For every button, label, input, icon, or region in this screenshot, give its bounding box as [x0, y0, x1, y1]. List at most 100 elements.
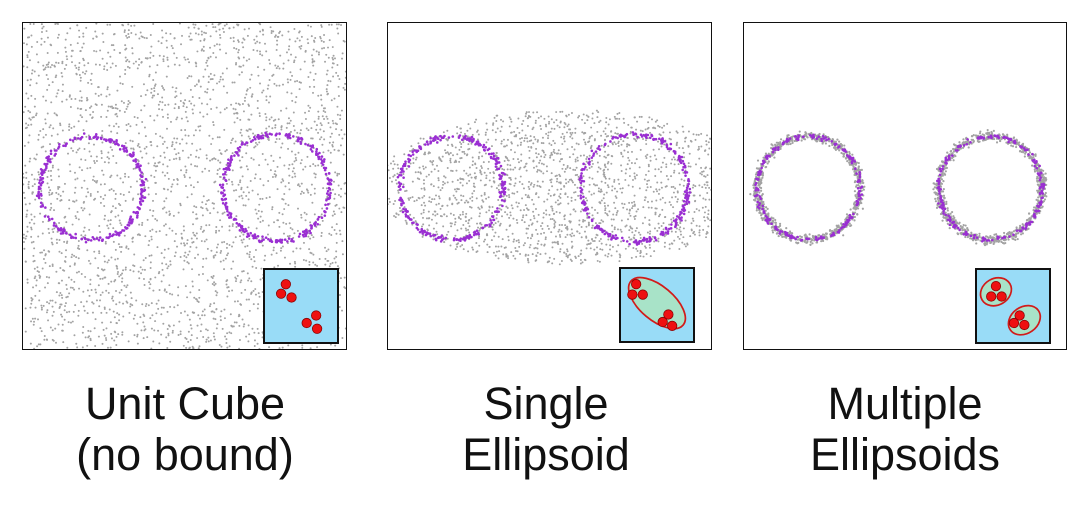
prior-sample-point [658, 188, 661, 191]
prior-sample-point [525, 112, 528, 115]
prior-sample-point [200, 33, 203, 36]
prior-sample-point [42, 25, 45, 28]
prior-sample-point [528, 180, 531, 183]
prior-sample-point [495, 120, 498, 122]
prior-sample-point [209, 72, 212, 75]
live-point [323, 210, 327, 214]
prior-sample-point [153, 89, 156, 92]
prior-sample-point [197, 27, 200, 30]
prior-sample-point [541, 136, 544, 139]
prior-sample-point [499, 222, 502, 225]
prior-sample-point [315, 50, 318, 53]
prior-sample-point [335, 23, 338, 26]
prior-sample-point [658, 226, 661, 229]
prior-sample-point [695, 224, 698, 227]
prior-sample-point [199, 85, 202, 88]
prior-sample-point [446, 151, 449, 154]
prior-sample-point [81, 71, 84, 74]
prior-sample-point [430, 218, 433, 221]
prior-sample-point [160, 313, 163, 316]
prior-sample-point [552, 150, 555, 153]
prior-sample-point [108, 93, 111, 96]
prior-sample-point [161, 136, 164, 139]
prior-sample-point [282, 67, 285, 70]
prior-sample-point [51, 243, 54, 246]
prior-sample-point [78, 36, 81, 39]
prior-sample-point [709, 137, 711, 140]
prior-sample-point [65, 311, 68, 314]
prior-sample-point [335, 241, 338, 244]
prior-sample-point [112, 44, 115, 47]
prior-sample-point [166, 116, 169, 119]
prior-sample-point [53, 227, 56, 230]
prior-sample-point [166, 347, 169, 349]
live-point [262, 238, 265, 241]
live-point [142, 181, 146, 184]
prior-sample-point [673, 158, 676, 161]
prior-sample-point [245, 89, 248, 92]
prior-sample-point [555, 119, 558, 122]
prior-sample-point [462, 141, 465, 144]
prior-sample-point [647, 126, 650, 129]
prior-sample-point [216, 243, 219, 246]
prior-sample-point [343, 133, 346, 136]
prior-sample-point [467, 148, 470, 151]
prior-sample-point [574, 158, 577, 161]
prior-sample-point [635, 128, 638, 131]
prior-sample-point [89, 262, 92, 265]
prior-sample-point [633, 234, 636, 237]
prior-sample-point [79, 107, 82, 110]
prior-sample-point [236, 117, 239, 120]
prior-sample-point [542, 142, 545, 145]
prior-sample-point [619, 138, 622, 141]
prior-sample-point [42, 136, 45, 139]
prior-sample-point [99, 277, 102, 280]
prior-sample-point [142, 337, 145, 340]
prior-sample-point [280, 125, 283, 128]
prior-sample-point [333, 57, 336, 60]
prior-sample-point [314, 72, 317, 75]
prior-sample-point [682, 171, 685, 174]
prior-sample-point [337, 32, 340, 35]
prior-sample-point [645, 252, 648, 255]
prior-sample-point [51, 228, 54, 231]
prior-sample-point [512, 217, 515, 220]
prior-sample-point [514, 182, 517, 185]
prior-sample-point [184, 285, 187, 288]
prior-sample-point [178, 158, 181, 161]
prior-sample-point [565, 131, 568, 134]
prior-sample-point [51, 157, 54, 160]
prior-sample-point [156, 64, 159, 67]
prior-sample-point [528, 196, 531, 199]
prior-sample-point [338, 294, 341, 297]
prior-sample-point [30, 34, 33, 37]
prior-sample-point [583, 122, 586, 125]
prior-sample-point [341, 57, 344, 60]
prior-sample-point [446, 129, 449, 132]
prior-sample-point [662, 222, 665, 225]
prior-sample-point [418, 197, 421, 200]
prior-sample-point [35, 53, 38, 56]
prior-sample-point [193, 26, 196, 29]
prior-sample-point [531, 128, 534, 131]
prior-sample-point [276, 43, 279, 46]
prior-sample-point [679, 222, 682, 225]
live-point [324, 203, 327, 207]
prior-sample-point [287, 204, 290, 207]
prior-sample-point [293, 27, 296, 30]
prior-sample-point [117, 333, 120, 336]
prior-sample-point [70, 321, 72, 324]
prior-sample-point [309, 347, 312, 349]
prior-sample-point [137, 142, 140, 145]
prior-sample-point [215, 251, 218, 254]
prior-sample-point [79, 114, 82, 117]
prior-sample-point [527, 145, 530, 148]
prior-sample-point [678, 183, 681, 186]
prior-sample-point [498, 204, 501, 207]
prior-sample-point [550, 144, 553, 147]
prior-sample-point [432, 185, 435, 188]
prior-sample-point [288, 174, 291, 177]
prior-sample-point [230, 139, 233, 142]
live-point [311, 144, 315, 147]
prior-sample-point [63, 269, 66, 272]
